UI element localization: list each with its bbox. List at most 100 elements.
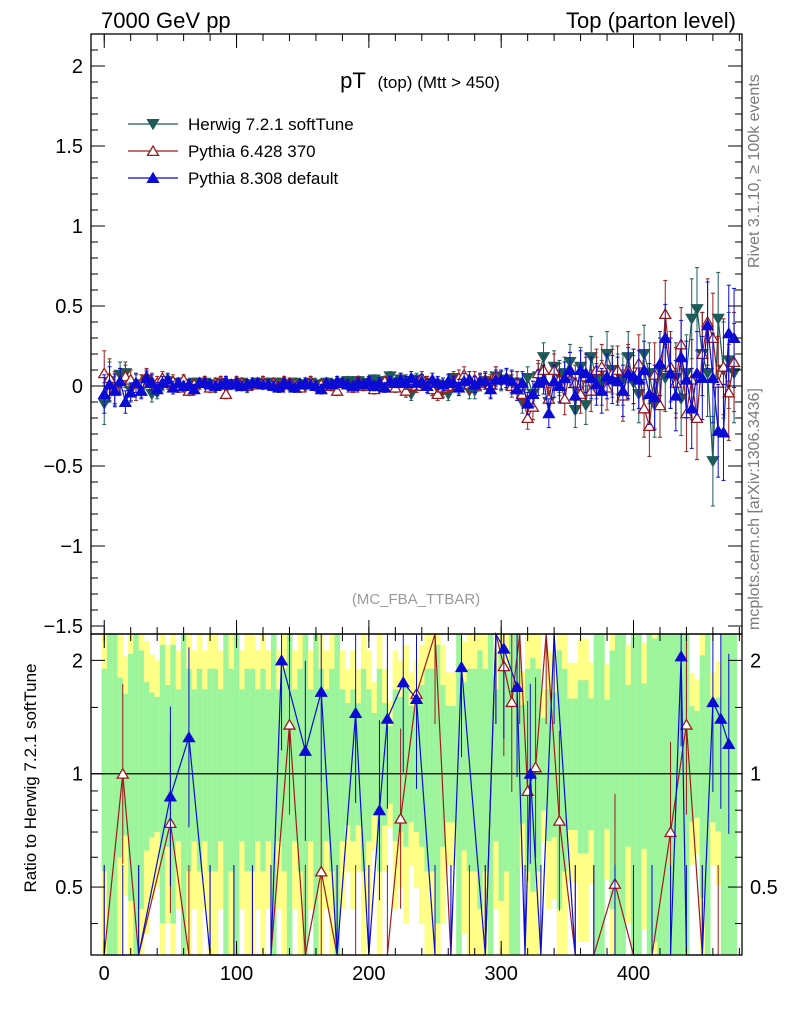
ratio-point — [372, 803, 387, 816]
band-green-bin — [249, 668, 256, 872]
data-point — [134, 384, 148, 396]
data-point — [330, 384, 344, 396]
data-point — [219, 387, 233, 400]
band-green-bin — [233, 634, 240, 955]
data-point — [510, 382, 524, 395]
data-point — [415, 374, 429, 387]
data-point — [124, 386, 138, 398]
main-series-layer — [97, 267, 741, 507]
data-point — [161, 373, 175, 385]
x-tick-label: 200 — [352, 963, 385, 985]
ratio-point — [396, 675, 410, 688]
data-point — [642, 419, 657, 432]
data-point — [722, 326, 736, 339]
data-point — [690, 366, 704, 379]
plot-title-sub: (top) (Mtt > 450) — [378, 73, 500, 92]
band-green-bin — [657, 634, 663, 955]
legend-marker — [146, 171, 160, 184]
band-green-bin — [540, 718, 547, 811]
band-green-bin — [588, 698, 595, 831]
ratio-point — [348, 706, 363, 719]
ratio-point — [182, 730, 196, 743]
band-green-bin — [143, 682, 150, 851]
main-y-tick-label: −1 — [60, 536, 83, 558]
band-green-bin — [212, 668, 219, 872]
ratio-point — [722, 737, 736, 749]
ratio-point — [706, 695, 720, 708]
band-green-bin — [382, 703, 388, 826]
data-point — [711, 313, 725, 326]
data-point — [187, 382, 201, 395]
band-green-bin — [180, 634, 187, 955]
watermark-label: (MC_FBA_TTBAR) — [352, 591, 480, 608]
band-green-bin — [244, 668, 251, 872]
band-green-bin — [614, 634, 621, 955]
data-point — [648, 390, 662, 403]
ratio-y-tick-label-right: 0.5 — [750, 877, 778, 899]
band-green-bin — [323, 689, 330, 842]
band-green-bin — [228, 668, 235, 872]
data-point — [145, 376, 159, 388]
band-green-bin — [461, 682, 468, 851]
data-point — [616, 384, 630, 396]
plot-title-main: pT — [340, 68, 365, 93]
x-tick-label: 100 — [220, 963, 253, 985]
band-green-bin — [159, 644, 166, 924]
x-tick-label: 0 — [99, 963, 110, 985]
data-point — [552, 379, 567, 392]
band-green-bin — [445, 705, 452, 823]
x-tick-label: 300 — [484, 963, 517, 985]
band-green-bin — [694, 710, 700, 818]
ratio-point — [505, 695, 519, 708]
ratio-point — [714, 712, 728, 724]
band-green-bin — [371, 712, 378, 816]
ratio-point — [298, 744, 312, 756]
band-green-bin — [276, 689, 282, 842]
band-green-bin — [117, 677, 124, 858]
ratio-point — [116, 767, 130, 779]
band-green-bin — [678, 634, 685, 955]
data-point — [632, 373, 646, 385]
data-point — [139, 371, 154, 384]
band-green-bin — [450, 705, 457, 823]
band-green-bin — [720, 634, 727, 955]
band-green-bin — [265, 689, 272, 842]
band-green-bin — [604, 699, 610, 829]
band-green-bin — [630, 634, 637, 955]
band-green-bin — [456, 634, 462, 955]
axis-ticks: −1.5 −1 −0.5 0 0.5 1 1.5 2 0 100 200 300 400 0.5 0.5 1 1… — [44, 34, 778, 985]
data-point — [102, 378, 117, 390]
series-line — [103, 313, 735, 427]
data-point — [118, 395, 133, 408]
data-point — [637, 363, 651, 376]
band-green-bin — [514, 634, 521, 955]
band-green-bin — [223, 634, 229, 955]
ratio-y-tick-label-left: 1 — [72, 764, 83, 786]
ratio-point — [314, 685, 328, 697]
band-green-bin — [170, 644, 176, 924]
band-green-bin — [308, 689, 314, 842]
ratio-uncertainty-bands — [101, 634, 738, 955]
band-green-bin — [207, 668, 214, 872]
rivet-label: Rivet 3.1.10, ≥ 100k events — [746, 74, 763, 268]
data-point — [372, 376, 387, 388]
data-point — [521, 372, 535, 385]
data-point — [399, 384, 413, 396]
band-green-bin — [149, 692, 155, 838]
x-tick-label: 400 — [617, 963, 650, 985]
data-point — [558, 371, 572, 384]
legend-marker — [146, 118, 160, 131]
main-y-tick-label: 0 — [72, 376, 83, 398]
band-green-bin — [429, 668, 436, 872]
data-point — [558, 392, 572, 404]
legend-marker — [146, 144, 160, 157]
band-green-bin — [493, 689, 499, 842]
header-right: Top (parton level) — [566, 8, 736, 33]
band-green-bin — [440, 685, 446, 847]
ratio-y-tick-label-left: 2 — [72, 650, 83, 672]
data-point — [653, 357, 667, 369]
data-point — [108, 384, 122, 396]
data-point — [314, 382, 328, 395]
band-green-bin — [731, 634, 738, 955]
legend-label: Pythia 6.428 370 — [188, 142, 316, 161]
